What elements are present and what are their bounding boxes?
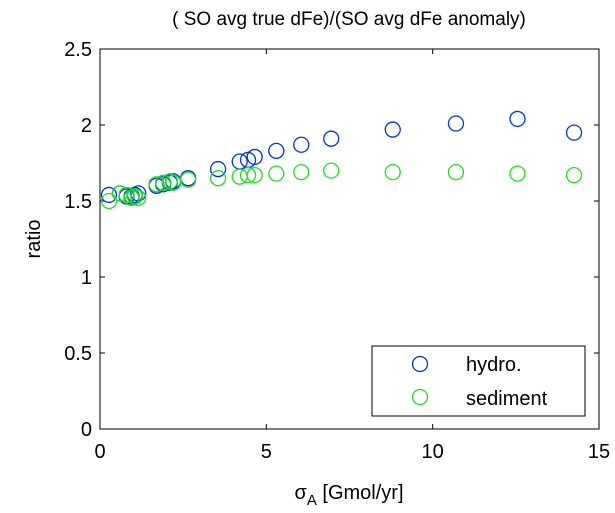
x-tick-label: 0	[94, 441, 105, 463]
chart-title: ( SO avg true dFe)/(SO avg dFe anomaly)	[172, 9, 526, 30]
x-tick-label: 5	[261, 441, 272, 463]
data-point-sediment	[161, 173, 179, 190]
y-tick-label: 2.5	[64, 39, 92, 61]
data-point-hydro	[293, 136, 310, 153]
y-tick-label: 1.5	[64, 191, 92, 213]
y-axis-label: ratio	[23, 220, 45, 259]
x-axis-label-symbol: σ	[294, 482, 307, 504]
data-point-hydro	[323, 130, 340, 147]
data-point-hydro	[509, 110, 526, 128]
data-point-sediment	[180, 171, 197, 188]
data-point-sediment	[155, 174, 172, 191]
legend-box	[371, 345, 586, 417]
data-markers	[100, 110, 583, 210]
y-tick-label: 0.5	[64, 343, 92, 365]
data-point-sediment	[130, 189, 147, 207]
x-axis-label-units: [Gmol/yr]	[317, 482, 404, 504]
data-point-hydro	[384, 121, 401, 138]
data-point-sediment	[565, 167, 583, 184]
legend-marker-hydro	[411, 355, 429, 373]
data-point-sediment	[100, 192, 118, 210]
data-point-sediment	[447, 163, 465, 181]
x-axis-label-subscript: A	[307, 492, 317, 509]
data-point-sediment	[384, 163, 401, 181]
y-tick-label: 1	[81, 267, 92, 289]
data-point-sediment	[323, 162, 340, 179]
data-point-sediment	[246, 167, 263, 184]
x-axis-label: σA [Gmol/yr]	[294, 482, 403, 509]
legend: hydro. sediment	[371, 345, 586, 417]
y-tick-labels: 0 0.5 1 1.5 2 2.5	[64, 39, 92, 441]
data-point-hydro	[246, 148, 263, 166]
data-point-sediment	[148, 176, 165, 193]
data-point-hydro	[447, 115, 465, 132]
data-point-sediment	[123, 189, 140, 207]
data-point-hydro	[209, 160, 227, 178]
axis-ticks	[99, 48, 600, 430]
data-point-sediment	[509, 165, 526, 182]
legend-label-sediment: sediment	[466, 388, 548, 410]
data-point-sediment	[126, 188, 144, 205]
x-tick-label: 10	[422, 441, 444, 463]
legend-marker-sediment	[411, 388, 429, 406]
data-point-sediment	[209, 170, 227, 187]
data-point-hydro	[268, 142, 285, 159]
data-point-hydro	[100, 186, 118, 204]
y-tick-label: 2	[81, 115, 92, 137]
x-tick-label: 15	[588, 441, 610, 463]
data-point-sediment	[239, 167, 257, 184]
x-tick-labels: 0 5 10 15	[94, 441, 610, 463]
data-point-hydro	[565, 124, 583, 141]
legend-label-hydro: hydro.	[466, 354, 522, 376]
data-point-sediment	[118, 186, 135, 204]
y-tick-label: 0	[81, 419, 92, 441]
data-point-sediment	[293, 163, 310, 181]
data-point-sediment	[268, 165, 285, 182]
